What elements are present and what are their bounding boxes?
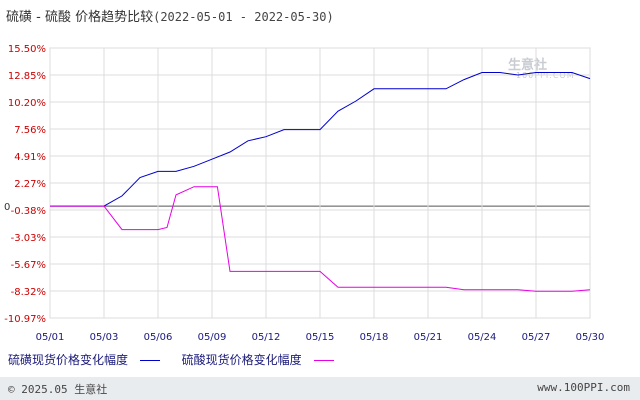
watermark-brand: 生意社 — [508, 58, 548, 73]
chart-title-text: 硫磺 - 硫酸 价格趋势比较 — [6, 10, 154, 25]
series-line-sulfur — [50, 72, 591, 207]
x-tick-label: 05/27 — [522, 332, 551, 343]
legend-label-sulfur: 硫磺现货价格变化幅度 — [8, 353, 129, 367]
footer-copyright: © 2025.05 生意社 — [8, 383, 108, 396]
price-change-chart: 15.50% 12.85% 10.20% 7.56% 4.91% 2.27% -0.38% -… — [4, 44, 605, 343]
x-tick-label: 05/09 — [198, 332, 227, 343]
chart-legend: 硫磺现货价格变化幅度 硫酸现货价格变化幅度 — [8, 351, 352, 368]
x-tick-label: 05/15 — [306, 332, 335, 343]
legend-item-sulfur: 硫磺现货价格变化幅度 — [8, 351, 160, 368]
chart-date-range: (2022-05-01 - 2022-05-30) — [153, 10, 334, 24]
legend-item-sulfuric-acid: 硫酸现货价格变化幅度 — [182, 351, 334, 368]
legend-swatch-sulfuric-acid — [313, 360, 334, 361]
chart-title: 硫磺 - 硫酸 价格趋势比较(2022-05-01 - 2022-05-30) — [6, 6, 334, 25]
y-tick-label: 15.50% — [8, 44, 46, 55]
x-tick-label: 05/24 — [468, 332, 497, 343]
x-tick-label: 05/18 — [360, 332, 389, 343]
x-tick-label: 05/12 — [252, 332, 281, 343]
y-tick-label: 7.56% — [14, 125, 46, 136]
y-tick-label: -8.32% — [11, 287, 46, 298]
series-line-sulfuric-acid — [50, 186, 591, 292]
x-tick-label: 05/06 — [144, 332, 173, 343]
y-tick-label: -10.97% — [4, 314, 46, 325]
zero-label: 0 — [4, 202, 10, 213]
x-tick-label: 05/01 — [36, 332, 65, 343]
footer-bar: © 2025.05 生意社 www.100PPI.com — [0, 377, 640, 400]
y-tick-label: 12.85% — [8, 71, 46, 82]
y-tick-label: 2.27% — [14, 179, 46, 190]
x-tick-label: 05/03 — [90, 332, 119, 343]
legend-label-sulfuric-acid: 硫酸现货价格变化幅度 — [181, 353, 302, 367]
y-tick-label: -5.67% — [11, 260, 46, 271]
y-tick-label: -0.38% — [11, 206, 46, 217]
x-tick-label: 05/21 — [414, 332, 443, 343]
legend-swatch-sulfur — [139, 360, 160, 361]
y-tick-label: -3.03% — [11, 233, 46, 244]
y-tick-label: 4.91% — [14, 152, 46, 163]
footer-link[interactable]: www.100PPI.com — [537, 381, 630, 394]
y-tick-label: 10.20% — [8, 98, 46, 109]
x-tick-label: 05/30 — [576, 332, 605, 343]
